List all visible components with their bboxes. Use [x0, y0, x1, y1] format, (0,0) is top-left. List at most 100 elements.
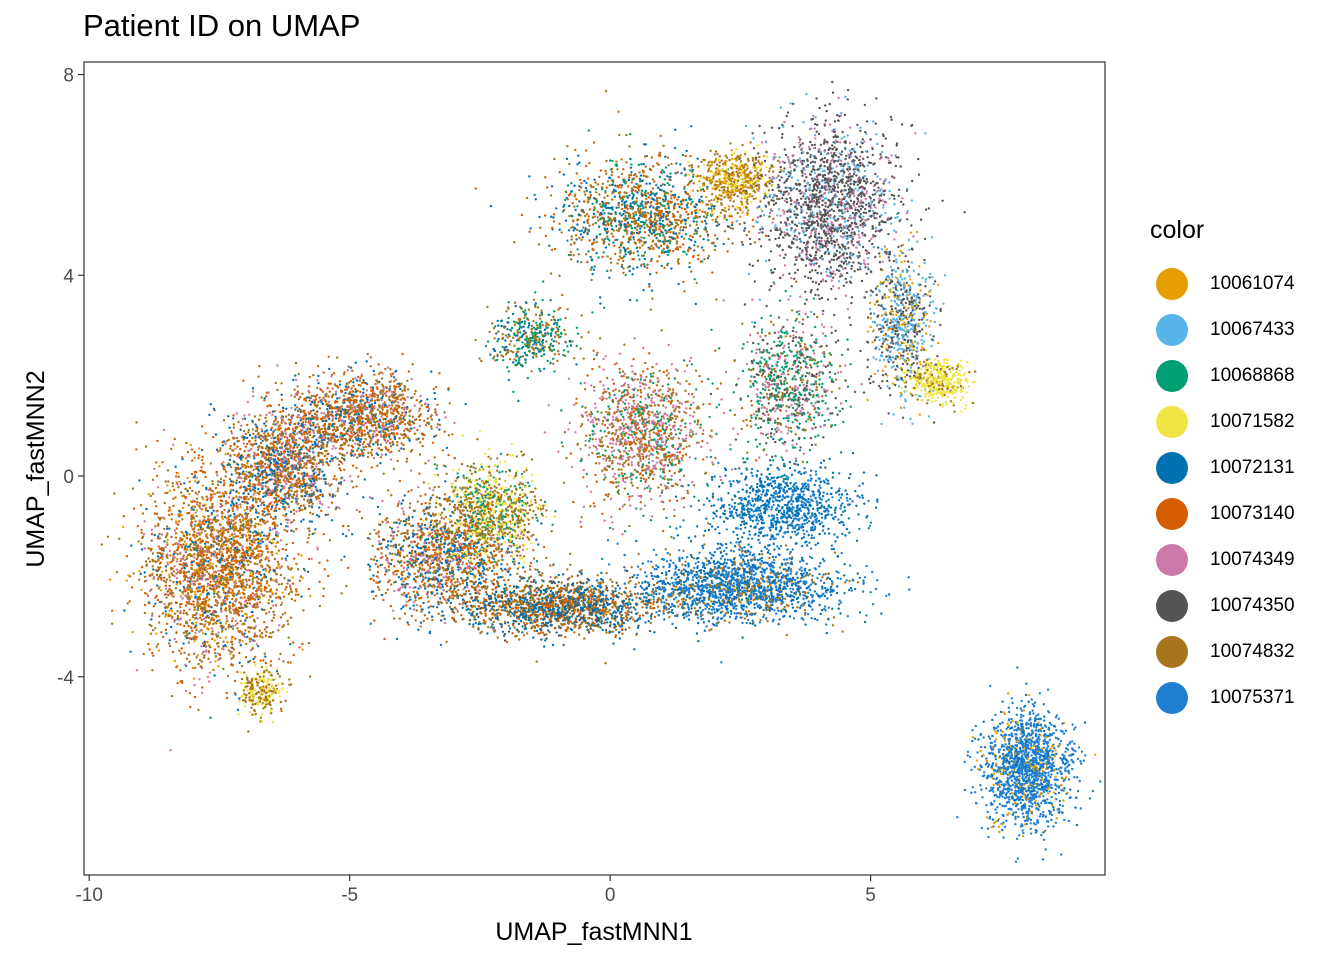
scatter-point — [270, 446, 273, 450]
scatter-point — [288, 584, 292, 587]
scatter-point — [301, 428, 304, 432]
scatter-point — [241, 633, 244, 636]
scatter-point — [152, 577, 156, 580]
scatter-point — [200, 574, 204, 578]
scatter-point — [336, 397, 339, 400]
scatter-point — [187, 592, 190, 595]
scatter-point — [294, 482, 297, 485]
scatter-point — [274, 479, 277, 482]
scatter-point — [233, 460, 236, 464]
scatter-point — [238, 579, 241, 583]
scatter-point — [365, 427, 369, 430]
scatter-point — [312, 409, 315, 412]
scatter-point — [213, 540, 216, 544]
scatter-point — [183, 574, 186, 577]
scatter-point — [254, 483, 257, 486]
scatter-point — [285, 482, 288, 486]
scatter-point — [264, 481, 267, 484]
scatter-point — [304, 423, 307, 426]
scatter-point — [163, 602, 166, 606]
scatter-point — [194, 573, 197, 577]
scatter-point — [183, 567, 186, 570]
scatter-point — [379, 456, 383, 459]
scatter-point — [258, 444, 261, 448]
scatter-point — [302, 567, 306, 571]
scatter-point — [201, 496, 204, 499]
scatter-point — [167, 603, 170, 607]
scatter-point — [317, 400, 320, 404]
scatter-point — [142, 652, 145, 656]
scatter-point — [256, 554, 259, 557]
scatter-point — [231, 527, 234, 530]
scatter-point — [174, 601, 177, 604]
scatter-point — [232, 489, 235, 492]
scatter-point — [187, 504, 190, 507]
scatter-point — [193, 683, 196, 687]
scatter-point — [143, 547, 146, 550]
scatter-point — [245, 580, 248, 583]
scatter-point — [207, 650, 211, 653]
scatter-point — [221, 570, 224, 573]
scatter-point — [319, 488, 322, 492]
scatter-point — [230, 620, 234, 623]
scatter-point — [216, 491, 219, 494]
scatter-point — [309, 424, 313, 427]
scatter-point — [213, 554, 216, 558]
scatter-point — [214, 486, 218, 490]
scatter-point — [177, 513, 180, 516]
scatter-point — [251, 540, 254, 544]
scatter-point — [174, 532, 178, 535]
scatter-point — [168, 527, 171, 530]
scatter-point — [275, 552, 278, 555]
scatter-point — [235, 561, 238, 564]
scatter-point — [373, 373, 376, 376]
scatter-point — [170, 513, 174, 516]
scatter-point — [300, 409, 303, 412]
scatter-point — [317, 473, 321, 476]
scatter-point — [253, 453, 257, 456]
scatter-point — [294, 588, 298, 591]
scatter-point — [249, 572, 252, 575]
scatter-point — [277, 629, 280, 632]
scatter-point — [212, 492, 215, 495]
scatter-point — [319, 460, 322, 463]
scatter-point — [288, 441, 291, 444]
scatter-point — [338, 413, 342, 416]
scatter-point — [209, 497, 212, 500]
scatter-point — [243, 436, 246, 439]
scatter-point — [357, 475, 360, 478]
scatter-point — [321, 463, 325, 467]
scatter-point — [190, 554, 194, 557]
scatter-point — [430, 425, 433, 428]
scatter-point — [192, 600, 195, 603]
scatter-point — [313, 416, 316, 419]
scatter-point — [283, 450, 287, 454]
scatter-point — [318, 604, 322, 608]
scatter-point — [284, 415, 288, 418]
scatter-point — [177, 523, 180, 526]
scatter-point — [169, 554, 172, 557]
scatter-point — [208, 413, 211, 417]
scatter-point — [216, 483, 220, 487]
scatter-point — [184, 545, 187, 548]
scatter-point — [290, 433, 293, 437]
scatter-point — [279, 573, 283, 577]
scatter-point — [193, 593, 197, 596]
scatter-point — [320, 444, 323, 447]
scatter-point — [238, 630, 241, 634]
scatter-point — [272, 440, 275, 443]
scatter-point — [262, 492, 265, 495]
scatter-point — [268, 434, 271, 437]
scatter-point — [143, 571, 146, 574]
scatter-point — [315, 438, 318, 441]
scatter-point — [197, 662, 200, 666]
scatter-point — [313, 434, 316, 438]
scatter-point — [186, 512, 189, 515]
scatter-point — [273, 521, 276, 524]
scatter-point — [267, 565, 270, 568]
scatter-point — [233, 679, 237, 683]
scatter-point — [307, 587, 310, 591]
scatter-point — [257, 512, 260, 515]
scatter-point — [238, 563, 241, 566]
scatter-point — [263, 589, 266, 592]
